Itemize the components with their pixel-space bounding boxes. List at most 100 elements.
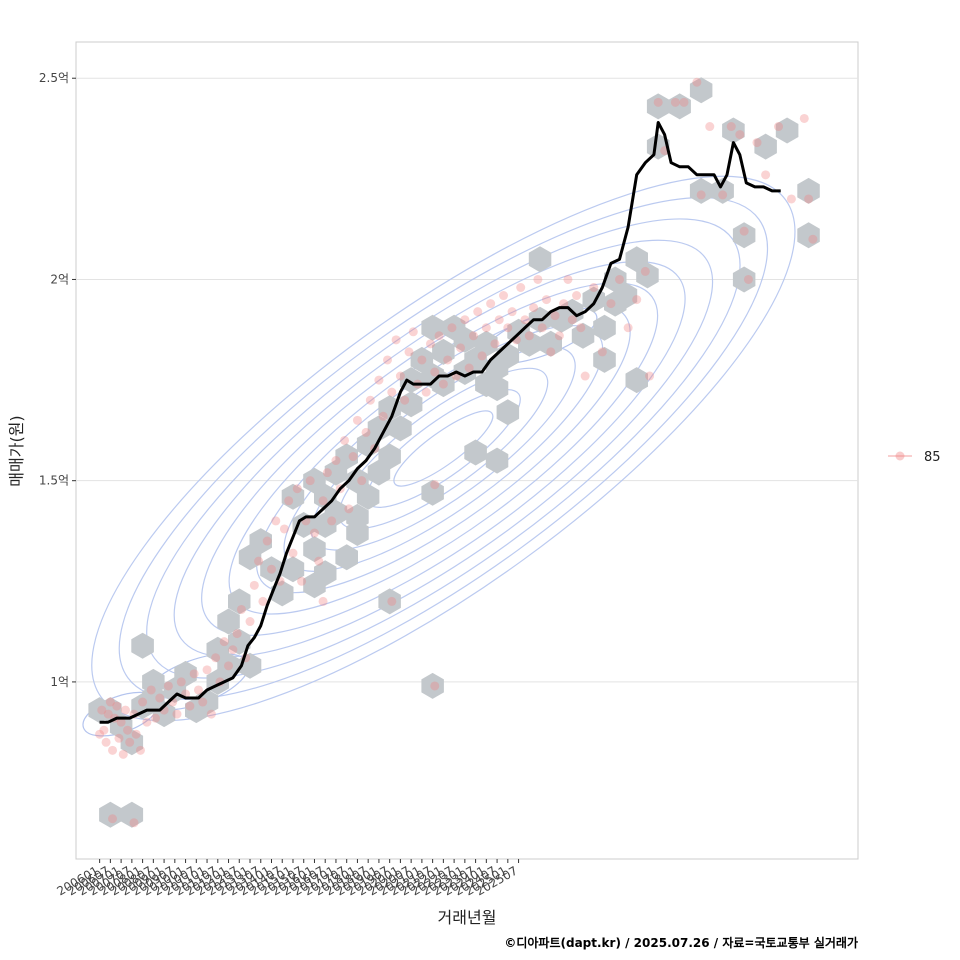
transaction-point (163, 681, 173, 691)
transaction-point (118, 749, 128, 759)
transaction-point (640, 266, 650, 276)
hexbin (571, 322, 595, 349)
transaction-point (473, 307, 483, 317)
caption: ©디아파트(dapt.kr) / 2025.07.26 / 자료=국토교통부 실… (504, 935, 858, 950)
transaction-point (228, 645, 238, 655)
transaction-point (447, 323, 457, 333)
transaction-point (142, 717, 152, 727)
gridlines (76, 77, 858, 683)
x-axis-ticks: 2006012006072007012007072008012008072009… (54, 859, 520, 899)
hexbin (378, 395, 401, 422)
transaction-point (108, 814, 118, 824)
transaction-point (267, 564, 276, 574)
transaction-point (135, 745, 145, 755)
hexbin (228, 628, 251, 655)
transaction-point (236, 604, 246, 614)
hexbin (689, 177, 713, 204)
transaction-point (550, 311, 560, 321)
hexbin (625, 367, 648, 394)
hexbin (271, 580, 294, 607)
transaction-point (503, 323, 513, 333)
hexbin (174, 660, 197, 687)
transaction-point (232, 629, 242, 639)
transaction-point (189, 669, 199, 679)
density-contour (118, 197, 769, 700)
hexbin (485, 447, 509, 474)
transaction-point (464, 363, 474, 373)
transaction-point (786, 194, 796, 204)
transaction-point (387, 387, 397, 397)
hexbin (260, 556, 283, 583)
transaction-point (692, 77, 702, 87)
transaction-point (108, 745, 118, 755)
transaction-point (314, 556, 324, 566)
transaction-point (438, 379, 448, 389)
transaction-point (606, 299, 616, 309)
transaction-point (507, 307, 517, 317)
hexbin (636, 262, 659, 289)
hexbin (131, 632, 154, 659)
hexbin (528, 246, 552, 273)
transaction-point (468, 331, 478, 341)
transaction-point (460, 315, 470, 325)
density-contour (201, 261, 686, 636)
transaction-point (105, 697, 115, 707)
legend-point (895, 451, 905, 461)
transaction-point (430, 480, 440, 490)
transaction-point (185, 701, 195, 711)
transaction-point (739, 226, 749, 236)
transaction-point (365, 395, 375, 405)
transaction-point (284, 496, 294, 506)
transaction-point (292, 484, 302, 494)
transaction-point (211, 653, 221, 663)
transaction-point (146, 685, 156, 695)
transaction-point (172, 709, 182, 719)
hexbin (722, 117, 745, 144)
transaction-point (481, 323, 491, 333)
transaction-point (103, 709, 113, 719)
hexbin (206, 636, 229, 663)
transaction-point (761, 170, 771, 180)
transaction-point (322, 468, 332, 478)
hexbin (797, 177, 820, 204)
transaction-point (348, 452, 358, 462)
transaction-point (808, 234, 818, 244)
transaction-point (279, 524, 289, 534)
transaction-point (718, 190, 728, 200)
transaction-point (206, 709, 216, 719)
transaction-point (99, 725, 109, 735)
hexbin (142, 668, 165, 695)
transaction-point (97, 705, 107, 715)
transaction-point (245, 617, 255, 627)
transaction-point (563, 274, 573, 284)
y-axis-ticks: 1억 1.5억 2억 2.5억 (39, 71, 76, 689)
hexbin (689, 77, 713, 104)
hexbin (464, 439, 487, 466)
hexbin (152, 701, 176, 728)
transaction-point (271, 516, 281, 526)
hexbin (281, 483, 305, 510)
transaction-point (632, 295, 642, 305)
transaction-point (383, 355, 393, 365)
transaction-point (524, 331, 534, 341)
density-contour (173, 239, 714, 658)
hexbin (614, 282, 638, 309)
hexbin (711, 177, 734, 204)
hexbin (646, 133, 670, 160)
transaction-point (193, 685, 203, 695)
hexbin (217, 608, 240, 635)
transaction-point (743, 274, 753, 284)
transaction-point (799, 113, 809, 123)
transaction-point (120, 705, 130, 715)
hexbin (228, 588, 251, 615)
hexbin (475, 330, 498, 357)
transaction-point (546, 347, 556, 357)
hexbin (378, 588, 401, 615)
transaction-point (589, 283, 599, 293)
transaction-point (576, 323, 586, 333)
hexbin (754, 133, 777, 160)
hexbin (421, 479, 444, 506)
transaction-point (202, 665, 212, 675)
density-contour (393, 410, 494, 487)
hexbin (303, 536, 326, 563)
